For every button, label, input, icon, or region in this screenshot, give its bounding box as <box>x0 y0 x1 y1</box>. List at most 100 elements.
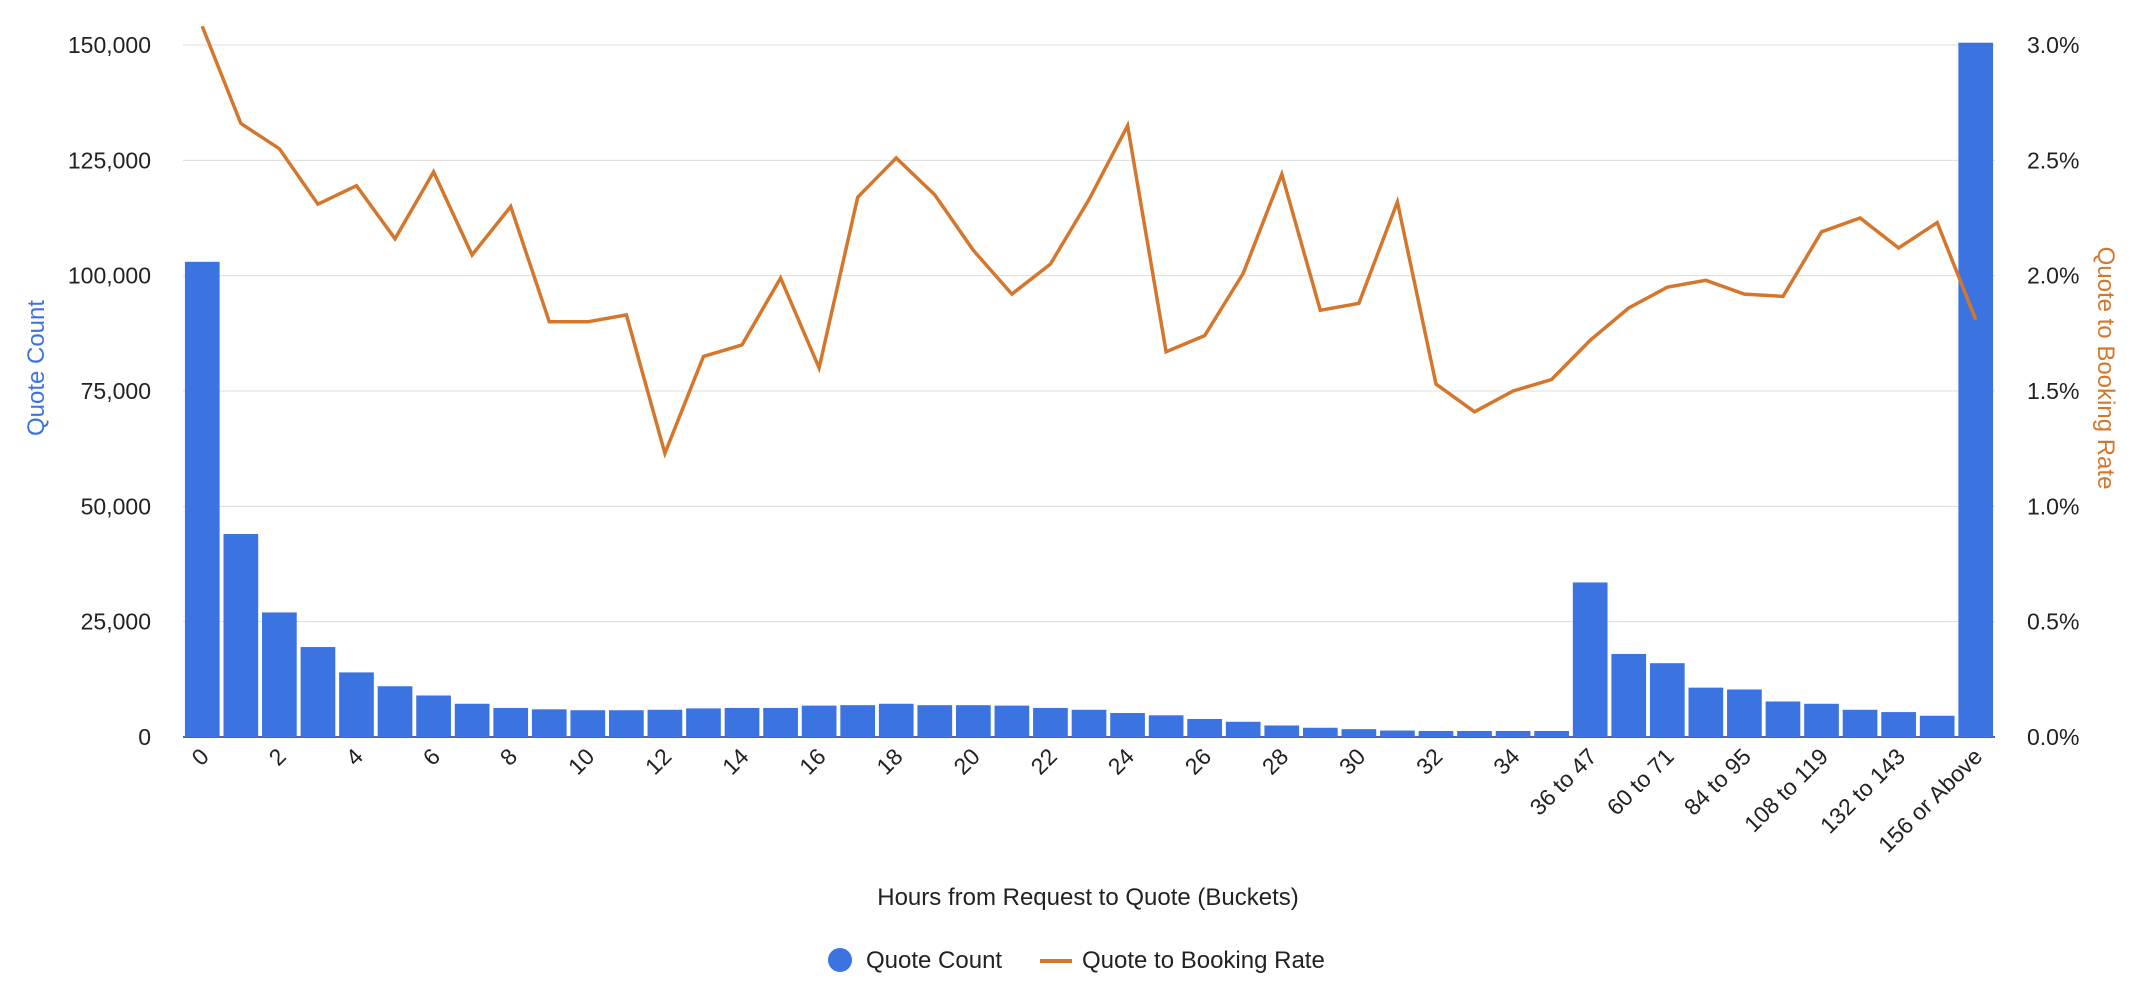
right-y-tick-label: 1.5% <box>2027 378 2079 404</box>
booking-rate-point <box>1319 309 1322 312</box>
booking-rate-point <box>1550 378 1553 381</box>
bar <box>1457 731 1492 737</box>
booking-rate-line <box>200 25 1978 459</box>
bar <box>339 672 374 737</box>
booking-rate-point <box>664 452 666 455</box>
left-y-axis-title: Quote Count <box>23 300 50 436</box>
x-tick-label: 60 to 71 <box>1602 743 1679 820</box>
x-tick-label: 16 <box>794 743 830 779</box>
x-tick-label: 34 <box>1488 743 1525 780</box>
x-tick-label: 30 <box>1334 743 1370 779</box>
bar <box>647 709 683 737</box>
booking-rate-point <box>432 171 435 173</box>
left-y-tick-label: 75,000 <box>81 378 151 404</box>
x-tick-label: 28 <box>1257 743 1293 779</box>
bar <box>763 707 798 737</box>
booking-rate-point <box>1897 247 1900 249</box>
bar <box>1649 663 1685 737</box>
right-y-tick-label: 0.5% <box>2027 609 2079 635</box>
bar <box>1110 713 1145 737</box>
booking-rate-point <box>856 196 859 199</box>
booking-rate-point <box>818 367 820 369</box>
bar <box>1418 731 1454 737</box>
x-tick-label: 10 <box>563 743 599 779</box>
x-tick-label: 2 <box>263 743 290 770</box>
right-y-tick-label: 1.0% <box>2027 493 2079 519</box>
left-y-tick-label: 100,000 <box>68 263 151 289</box>
booking-rate-point <box>1473 410 1476 413</box>
legend-label-booking-rate: Quote to Booking Rate <box>1082 947 1325 974</box>
bar <box>184 261 220 737</box>
bar <box>686 708 721 737</box>
bar <box>1727 689 1762 737</box>
bar <box>416 695 451 737</box>
bar <box>1380 730 1415 737</box>
booking-rate-point <box>1435 383 1437 385</box>
booking-rate-point <box>1974 318 1977 321</box>
booking-rate-point <box>1358 302 1360 305</box>
bar <box>1187 719 1223 737</box>
bar <box>1804 703 1839 737</box>
left-y-tick-label: 0 <box>138 724 151 750</box>
booking-rate-point <box>548 321 551 323</box>
bar <box>1302 727 1338 737</box>
booking-rate-point <box>972 249 975 252</box>
right-y-tick-label: 0.0% <box>2027 724 2079 750</box>
right-y-axis-ticks: 0.0% 0.5% 1.0% 1.5% 2.0% 2.5% 3.0% <box>2027 32 2079 750</box>
bar <box>300 647 336 737</box>
bar <box>223 534 259 737</box>
legend: Quote Count Quote to Booking Rate <box>828 947 1325 974</box>
x-tick-label: 84 to 95 <box>1679 743 1756 820</box>
booking-rate-point <box>240 122 242 125</box>
booking-rate-point <box>895 157 898 159</box>
booking-rate-point <box>1743 293 1746 295</box>
bar-series <box>184 42 1994 737</box>
bar <box>1341 729 1377 737</box>
booking-rate-point <box>394 237 396 240</box>
right-y-tick-label: 2.5% <box>2027 147 2079 173</box>
bar <box>454 703 490 737</box>
left-y-tick-label: 125,000 <box>68 147 151 173</box>
right-y-tick-label: 2.0% <box>2027 263 2079 289</box>
booking-rate-point <box>702 355 705 358</box>
bar <box>1148 715 1184 737</box>
booking-rate-point <box>1396 201 1399 203</box>
booking-rate-point <box>933 194 936 196</box>
booking-rate-point <box>317 203 319 205</box>
bar <box>917 705 953 737</box>
x-tick-label: 4 <box>341 743 369 771</box>
booking-rate-point <box>1859 217 1861 219</box>
booking-rate-point <box>1936 221 1938 224</box>
line-series <box>200 25 1978 459</box>
x-tick-label: 26 <box>1180 743 1216 779</box>
left-y-tick-label: 150,000 <box>68 32 151 58</box>
bar <box>493 707 529 737</box>
x-tick-label: 8 <box>495 743 522 770</box>
x-tick-label: 32 <box>1411 743 1447 779</box>
x-tick-label: 24 <box>1103 743 1140 780</box>
right-y-tick-label: 3.0% <box>2027 32 2079 58</box>
right-y-axis-title: Quote to Booking Rate <box>2092 247 2119 490</box>
x-tick-label: 6 <box>418 743 445 770</box>
bar <box>1071 709 1107 737</box>
bar <box>1611 653 1647 737</box>
bar <box>1033 707 1068 737</box>
bar <box>1225 721 1261 737</box>
x-tick-label: 12 <box>640 743 676 779</box>
bar <box>570 710 606 737</box>
x-axis-title: Hours from Request to Quote (Buckets) <box>877 884 1299 911</box>
x-tick-label: 36 to 47 <box>1525 743 1602 820</box>
bar <box>531 709 567 737</box>
bar <box>994 705 1030 737</box>
gridlines <box>183 44 1995 738</box>
bar <box>878 703 914 737</box>
bar <box>1958 42 1994 737</box>
booking-rate-point <box>1049 263 1052 265</box>
bar <box>1534 731 1569 737</box>
x-tick-label: 0 <box>186 743 213 770</box>
left-y-tick-label: 50,000 <box>81 493 151 519</box>
booking-rate-point <box>1280 173 1283 175</box>
booking-rate-point <box>779 277 782 279</box>
booking-rate-point <box>1165 350 1167 353</box>
